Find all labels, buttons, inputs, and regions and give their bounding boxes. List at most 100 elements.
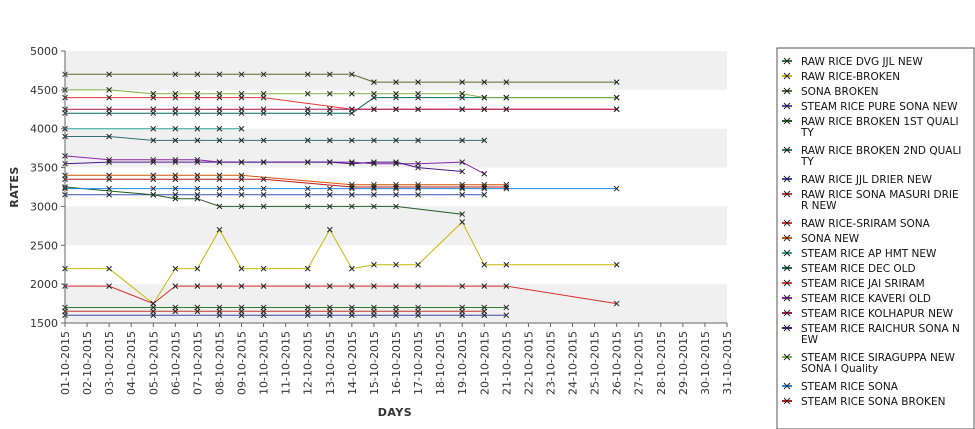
data-point bbox=[481, 261, 488, 268]
point-cross-b bbox=[260, 176, 267, 183]
data-point bbox=[326, 137, 333, 144]
data-point bbox=[150, 300, 157, 307]
data-point bbox=[172, 265, 179, 272]
point-cross-b bbox=[349, 160, 355, 167]
data-point bbox=[459, 185, 466, 192]
data-point bbox=[481, 79, 488, 85]
point-cross-b bbox=[238, 125, 245, 132]
data-point bbox=[415, 308, 421, 315]
series-line bbox=[65, 97, 617, 114]
data-point bbox=[238, 137, 245, 144]
data-point bbox=[349, 184, 355, 190]
x-tick-label: 10-10-2015 bbox=[258, 331, 271, 395]
series-markers bbox=[62, 71, 620, 319]
legend-label: R NEW bbox=[801, 200, 837, 212]
data-point bbox=[393, 283, 399, 289]
data-point bbox=[238, 185, 245, 192]
point-cross-b bbox=[349, 106, 355, 113]
data-point bbox=[371, 308, 377, 315]
data-point bbox=[393, 137, 399, 144]
point-cross-b bbox=[371, 160, 377, 167]
x-tick-label: 20-10-2015 bbox=[478, 331, 491, 395]
data-point bbox=[194, 106, 201, 113]
data-point bbox=[459, 191, 466, 198]
legend-label: RAW RICE BROKEN 2ND QUALI bbox=[801, 145, 961, 157]
x-tick-label: 07-10-2015 bbox=[191, 331, 204, 395]
series-line bbox=[65, 136, 485, 141]
data-point bbox=[106, 176, 112, 183]
data-point bbox=[106, 191, 112, 198]
point-cross-b bbox=[503, 283, 510, 289]
legend-marker-b bbox=[783, 294, 791, 302]
data-point bbox=[371, 191, 377, 198]
data-point bbox=[613, 94, 620, 101]
point-cross-b bbox=[260, 137, 267, 144]
legend-label: STEAM RICE RAICHUR SONA N bbox=[801, 323, 960, 335]
legend-label: STEAM RICE SIRAGUPPA NEW bbox=[801, 352, 955, 364]
data-point bbox=[371, 137, 377, 144]
legend-marker-b bbox=[783, 102, 791, 110]
point-cross-b bbox=[260, 283, 267, 289]
point-cross-b bbox=[393, 159, 399, 165]
point-cross-b bbox=[172, 106, 179, 113]
data-point bbox=[150, 191, 157, 198]
point-cross-b bbox=[304, 203, 311, 210]
point-cross-b bbox=[238, 203, 245, 210]
series-line bbox=[65, 174, 507, 186]
point-cross-b bbox=[106, 185, 112, 192]
legend-label: STEAM RICE SONA bbox=[801, 381, 899, 393]
point-cross-b bbox=[326, 283, 333, 289]
point-cross-b bbox=[238, 176, 245, 183]
series-line bbox=[65, 178, 507, 188]
point-cross-b bbox=[150, 159, 157, 165]
point-cross-b bbox=[459, 184, 466, 190]
point-cross-b bbox=[613, 261, 620, 268]
data-point bbox=[216, 203, 223, 210]
point-cross-b bbox=[326, 191, 333, 198]
data-point bbox=[194, 176, 201, 183]
data-point bbox=[304, 265, 311, 272]
point-cross-b bbox=[172, 195, 179, 202]
point-cross-b bbox=[172, 156, 179, 163]
point-cross-b bbox=[371, 283, 377, 289]
data-point bbox=[459, 79, 466, 85]
data-point bbox=[415, 79, 421, 85]
legend-marker-b bbox=[783, 279, 791, 287]
data-point bbox=[194, 265, 201, 272]
x-tick-label: 06-10-2015 bbox=[169, 331, 182, 395]
data-point bbox=[613, 261, 620, 268]
point-cross-b bbox=[503, 312, 510, 319]
data-point bbox=[172, 106, 179, 113]
point-cross-b bbox=[415, 261, 421, 268]
point-cross-b bbox=[106, 191, 112, 198]
point-cross-b bbox=[503, 79, 510, 85]
point-cross-b bbox=[172, 125, 179, 132]
y-tick-label: 4500 bbox=[30, 84, 58, 97]
point-cross-b bbox=[194, 90, 201, 97]
data-point bbox=[238, 203, 245, 210]
data-point bbox=[393, 106, 399, 113]
data-point bbox=[194, 185, 201, 192]
data-point bbox=[371, 79, 377, 85]
legend-marker-b bbox=[783, 309, 791, 317]
point-cross-b bbox=[194, 71, 201, 78]
data-point bbox=[415, 106, 421, 113]
x-tick-label: 09-10-2015 bbox=[236, 331, 249, 395]
data-point bbox=[238, 159, 245, 165]
grid-bands bbox=[65, 51, 727, 323]
point-cross-b bbox=[613, 106, 620, 113]
data-point bbox=[304, 137, 311, 144]
data-point bbox=[326, 71, 333, 78]
data-point bbox=[216, 283, 223, 289]
point-cross-b bbox=[216, 283, 223, 289]
data-point bbox=[481, 137, 488, 144]
point-cross-b bbox=[481, 170, 488, 177]
data-point bbox=[106, 156, 112, 163]
point-cross-b bbox=[106, 87, 112, 93]
data-point bbox=[349, 90, 355, 97]
point-cross-b bbox=[194, 159, 201, 165]
point-cross-b bbox=[238, 71, 245, 78]
y-tick-label: 1500 bbox=[30, 317, 58, 330]
data-point bbox=[415, 90, 421, 97]
point-cross-b bbox=[150, 106, 157, 113]
